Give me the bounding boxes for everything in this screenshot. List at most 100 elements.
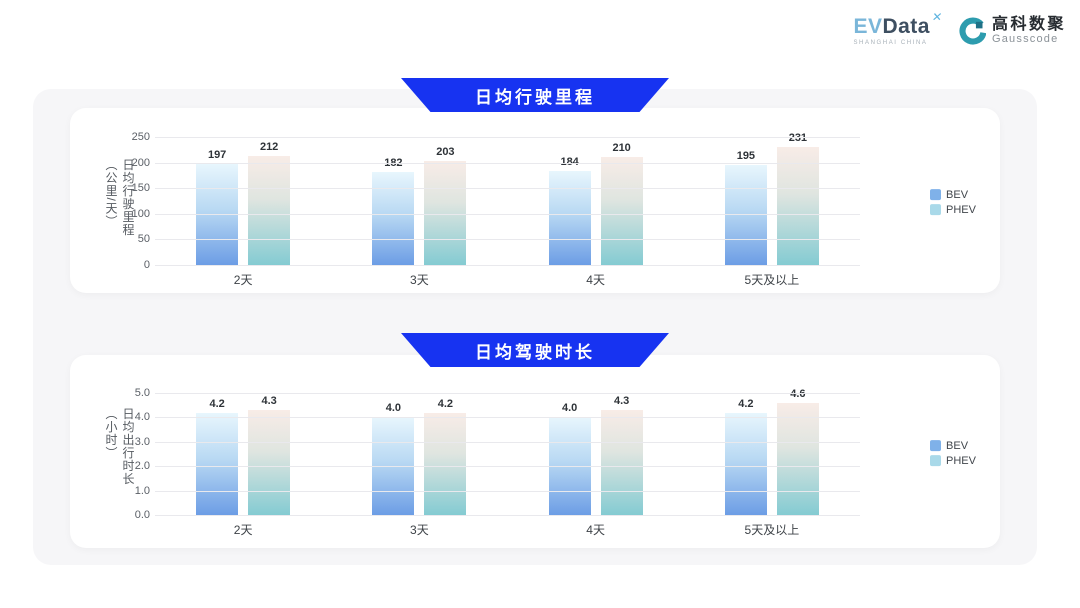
bar-bev: 184 (548, 156, 591, 265)
bar-phev: 4.2 (424, 398, 467, 515)
bar-value-label: 4.2 (738, 397, 754, 410)
bar-value-label: 4.2 (437, 397, 454, 410)
legend-swatch-bev (930, 440, 942, 452)
legend-label: BEV (946, 188, 969, 201)
gridline (155, 515, 860, 516)
y-tick-label: 2.0 (134, 460, 150, 473)
bar-value-label: 197 (207, 149, 227, 162)
gridline (155, 265, 860, 266)
y-tick-label: 4.0 (134, 411, 150, 424)
evdata-tagline: SHANGHAI CHINA (853, 40, 928, 46)
gridline (155, 441, 860, 443)
bar-phev: 231 (776, 132, 819, 265)
x-tick-label: 5天及以上 (744, 273, 800, 287)
legend: BEV PHEV (930, 440, 976, 467)
y-tick-label: 150 (131, 182, 150, 195)
chart-title: 日均驾驶时长 (475, 342, 595, 362)
x-tick-label: 3天 (410, 273, 429, 287)
y-axis-title: 日均行驶里程（公里/天） (104, 157, 135, 236)
gridline (155, 137, 860, 138)
legend: BEV PHEV (930, 189, 976, 216)
legend-label: BEV (946, 439, 969, 452)
evdata-ev-text: EV (853, 15, 883, 38)
gausscode-logo: 高科数聚 Gausscode (958, 15, 1066, 45)
y-tick-label: 1.0 (134, 484, 150, 497)
plot-area: 4.2 4.3 4.0 4.2 4.0 4.3 4.2 4.6 (155, 388, 860, 516)
chart-title: 日均行驶里程 (475, 87, 595, 107)
legend-label: PHEV (946, 203, 976, 216)
bar-value-label: 4.0 (385, 402, 402, 415)
bar-value-label: 210 (612, 142, 631, 155)
gridline (155, 393, 860, 394)
bar-value-label: 4.3 (261, 395, 277, 408)
x-tick-label: 5天及以上 (744, 523, 800, 537)
bar-groups: 4.2 4.3 4.0 4.2 4.0 4.3 4.2 4.6 (155, 388, 860, 515)
y-axis-ticks: 5.0 4.0 3.0 2.0 1.0 0.0 (110, 387, 150, 521)
bar-bev: 195 (724, 150, 767, 265)
bar-group: 184 210 (508, 137, 684, 265)
gausscode-g-icon (959, 17, 986, 45)
y-tick-label: 100 (131, 207, 150, 220)
bar-phev: 4.3 (248, 395, 291, 515)
gausscode-text: 高科数聚 Gausscode (991, 15, 1066, 45)
bar-phev: 203 (424, 146, 467, 265)
legend-item-bev[interactable]: BEV (930, 189, 976, 201)
bar-phev: 210 (600, 142, 643, 265)
gridline (155, 162, 860, 164)
y-tick-label: 0.0 (134, 509, 150, 521)
bar-phev: 212 (248, 141, 291, 265)
chart-title-banner: 日均驾驶时长 (401, 333, 669, 367)
x-tick-label: 4天 (586, 523, 605, 537)
bar-phev: 4.6 (776, 388, 819, 515)
bar-value-label: 203 (436, 146, 455, 159)
x-tick-label: 2天 (233, 523, 253, 537)
y-tick-label: 0 (143, 259, 150, 271)
x-tick-label: 2天 (233, 273, 253, 287)
bar-group: 195 231 (684, 132, 860, 265)
legend-item-phev[interactable]: PHEV (930, 455, 976, 467)
bar-bev: 182 (372, 157, 415, 265)
chart-card-daily-driving-duration: 日均驾驶时长 日均出行时长（小时） 5.0 4.0 3.0 2.0 1.0 0.0 4.2… (70, 333, 1000, 548)
y-axis-title: 日均出行时长（小时） (104, 407, 135, 486)
bar-groups: 197 212 182 203 184 210 195 231 (155, 132, 860, 265)
bar-group: 197 212 (155, 137, 331, 265)
y-tick-label: 5.0 (134, 387, 150, 399)
y-tick-label: 50 (137, 233, 150, 246)
y-axis-ticks: 250 200 150 100 50 0 (110, 131, 150, 271)
bar-bev: 4.2 (196, 398, 239, 515)
chart-title-banner: 日均行驶里程 (401, 78, 669, 112)
bar-group: 4.0 4.2 (331, 393, 507, 515)
x-tick-label: 4天 (586, 273, 605, 287)
legend-item-bev[interactable]: BEV (930, 440, 976, 452)
y-tick-label: 200 (131, 156, 150, 169)
x-axis: 2天 3天 4天 5天及以上 (155, 271, 860, 288)
bar-group: 182 203 (331, 137, 507, 265)
bar-value-label: 184 (560, 156, 578, 168)
legend-item-phev[interactable]: PHEV (930, 204, 976, 216)
y-tick-label: 3.0 (134, 435, 150, 448)
gridline (155, 466, 860, 468)
x-tick-label: 3天 (410, 523, 429, 537)
gausscode-cn-name: 高科数聚 (991, 15, 1066, 33)
bar-value-label: 4.2 (209, 397, 225, 410)
gridline (155, 417, 860, 419)
gridline (155, 188, 860, 190)
bar-bev: 4.2 (724, 398, 767, 515)
y-tick-label: 250 (131, 131, 150, 143)
header-logos: EVData ✕ SHANGHAI CHINA 高科数聚 Gausscode (853, 10, 1066, 46)
gridline (155, 490, 860, 492)
gridline (155, 239, 860, 241)
evdata-data-text: Data (882, 15, 930, 38)
legend-swatch-phev (930, 204, 942, 216)
bar-group: 4.2 4.6 (684, 388, 860, 515)
bar-value-label: 4.0 (561, 402, 578, 415)
gausscode-en-name: Gausscode (991, 32, 1059, 45)
evdata-wordmark: EVData ✕ (853, 10, 944, 38)
bar-phev: 4.3 (600, 395, 643, 515)
bar-group: 4.0 4.3 (508, 393, 684, 515)
bar-group: 4.2 4.3 (155, 393, 331, 515)
plot-area: 197 212 182 203 184 210 195 231 (155, 132, 860, 266)
bar-value-label: 4.3 (613, 395, 630, 408)
chart-card-daily-mileage: 日均行驶里程 日均行驶里程（公里/天） 250 200 150 100 50 0 197 2… (70, 78, 1000, 293)
bar-value-label: 212 (259, 141, 279, 154)
